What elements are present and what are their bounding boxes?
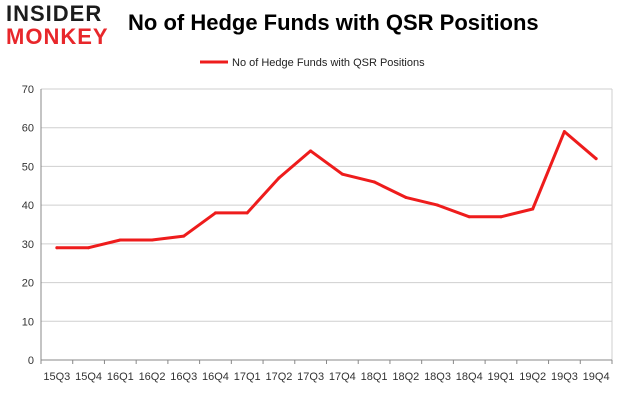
data-point <box>182 234 186 238</box>
data-point <box>436 203 440 207</box>
y-tick-label: 40 <box>22 200 34 212</box>
x-tick-label: 18Q1 <box>361 371 388 383</box>
y-tick-label: 50 <box>22 161 34 173</box>
y-tick-label: 70 <box>22 84 34 96</box>
x-tick-label: 17Q2 <box>265 371 292 383</box>
data-point <box>404 195 408 199</box>
x-tick-label: 18Q2 <box>392 371 419 383</box>
x-tick-label: 15Q3 <box>43 371 70 383</box>
data-point <box>150 238 154 242</box>
data-point <box>531 207 535 211</box>
logo-line-2: MONKEY <box>6 24 109 49</box>
y-tick-label: 30 <box>22 239 34 251</box>
data-point <box>213 211 217 215</box>
chart-title: No of Hedge Funds with QSR Positions <box>128 10 539 35</box>
x-tick-label: 17Q3 <box>297 371 324 383</box>
data-point <box>594 157 598 161</box>
y-tick-label: 60 <box>22 123 34 135</box>
x-tick-label: 15Q4 <box>75 371 102 383</box>
x-tick-label: 18Q3 <box>424 371 451 383</box>
insider-monkey-logo: INSIDER MONKEY <box>6 3 116 49</box>
x-tick-label: 18Q4 <box>456 371 483 383</box>
x-tick-label: 19Q4 <box>583 371 610 383</box>
data-point <box>245 211 249 215</box>
logo-line-1: INSIDER <box>6 1 103 26</box>
x-tick-label: 19Q1 <box>488 371 515 383</box>
data-point <box>499 215 503 219</box>
y-tick-label: 10 <box>22 316 34 328</box>
data-point <box>87 246 91 250</box>
x-tick-label: 17Q1 <box>234 371 261 383</box>
x-tick-label: 19Q2 <box>519 371 546 383</box>
x-tick-label: 17Q4 <box>329 371 356 383</box>
legend-label: No of Hedge Funds with QSR Positions <box>232 57 425 69</box>
y-tick-label: 0 <box>28 355 34 367</box>
data-point <box>340 172 344 176</box>
data-point <box>372 180 376 184</box>
y-tick-label: 20 <box>22 278 34 290</box>
x-tick-label: 16Q4 <box>202 371 229 383</box>
x-tick-label: 16Q1 <box>107 371 134 383</box>
x-tick-label: 16Q3 <box>170 371 197 383</box>
data-point <box>277 176 281 180</box>
data-point <box>562 130 566 134</box>
data-point <box>118 238 122 242</box>
data-point <box>467 215 471 219</box>
data-point <box>55 246 59 250</box>
x-tick-label: 16Q2 <box>139 371 166 383</box>
data-point <box>309 149 313 153</box>
series-line-0 <box>55 130 598 250</box>
x-tick-label: 19Q3 <box>551 371 578 383</box>
